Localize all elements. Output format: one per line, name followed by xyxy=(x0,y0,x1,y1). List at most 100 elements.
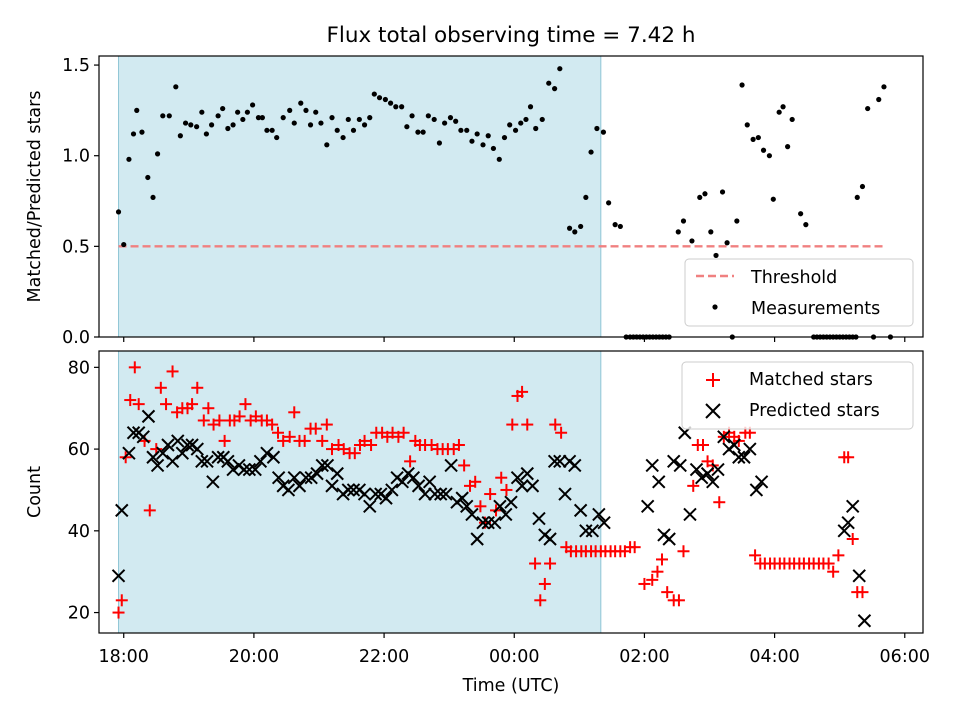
measurement-point xyxy=(436,140,443,146)
measurement-point xyxy=(121,241,127,248)
predicted-star-point xyxy=(341,483,355,497)
measurement-point xyxy=(194,124,200,130)
predicted-star-point xyxy=(260,446,274,460)
measurement-point xyxy=(458,127,464,133)
measurement-point xyxy=(376,95,383,101)
matched-star-point xyxy=(316,434,329,447)
matched-star-point xyxy=(516,385,529,398)
predicted-star-point xyxy=(206,475,220,489)
predicted-star-point xyxy=(857,614,872,628)
measurement-point xyxy=(713,252,719,259)
predicted-star-point xyxy=(418,487,432,501)
measurement-point xyxy=(130,131,137,137)
predicted-star-point xyxy=(515,479,529,493)
predicted-star-point xyxy=(841,515,855,530)
predicted-star-point xyxy=(126,426,141,440)
bottom-axes: 20 40 60 80 18:00 20:00 22:00 00:00 02:00 04:00 0… xyxy=(25,350,930,696)
predicted-star-point xyxy=(368,487,383,501)
predicted-star-point xyxy=(406,470,421,485)
predicted-star-point xyxy=(667,454,681,469)
bottom-legend: Matched stars Predicted stars xyxy=(681,361,914,430)
predicted-star-point xyxy=(717,430,731,444)
predicted-star-point xyxy=(221,454,235,469)
predicted-star-point xyxy=(737,450,751,464)
predicted-star-point xyxy=(122,446,136,460)
matched-star-point xyxy=(677,545,690,558)
predicted-star-point xyxy=(253,454,268,469)
predicted-star-point xyxy=(310,466,324,481)
measurement-point xyxy=(367,115,373,121)
x-tick-label: 02:00 xyxy=(619,647,669,667)
predicted-star-point xyxy=(180,438,195,452)
measurement-point xyxy=(789,116,795,123)
predicted-star-point xyxy=(493,499,507,514)
predicted-star-point xyxy=(465,507,479,522)
measurement-point xyxy=(552,86,558,92)
measurement-point xyxy=(115,209,122,215)
measurement-point xyxy=(235,109,241,115)
predicted-star-point xyxy=(171,434,185,448)
predicted-star-point xyxy=(428,487,442,501)
matched-star-point xyxy=(277,434,290,447)
top-legend-box xyxy=(684,258,914,327)
matched-star-point xyxy=(132,398,145,411)
measurement-point xyxy=(512,127,519,133)
matched-star-point xyxy=(469,475,482,488)
matched-star-point xyxy=(656,553,669,566)
measurement-point xyxy=(173,84,179,90)
matched-star-point xyxy=(197,414,210,427)
y-tick-label: 0.0 xyxy=(62,328,90,348)
measurement-point xyxy=(399,104,405,110)
measurement-point xyxy=(539,116,545,123)
measurement-point xyxy=(404,124,410,130)
predicted-star-point xyxy=(481,515,495,530)
legend-matched-swatch xyxy=(706,373,720,387)
measurement-point xyxy=(453,118,459,124)
measurement-point xyxy=(447,115,454,121)
measurement-point xyxy=(490,145,497,152)
measurement-point xyxy=(865,105,871,112)
predicted-star-point xyxy=(460,499,474,514)
matched-star-point xyxy=(538,577,551,590)
measurement-point xyxy=(356,116,362,123)
measurement-point xyxy=(557,66,563,72)
bottom-axes-frame xyxy=(98,350,924,634)
predicted-star-point xyxy=(281,483,296,497)
measurement-point xyxy=(259,115,265,121)
measurement-point xyxy=(527,104,534,110)
measurement-point xyxy=(329,115,335,121)
predicted-star-point xyxy=(395,475,410,489)
predicted-star-point xyxy=(136,430,150,444)
matched-star-point xyxy=(484,488,497,501)
y-tick-label: 1.5 xyxy=(62,56,90,76)
predicted-star-point xyxy=(543,532,557,546)
matched-star-point xyxy=(288,406,301,419)
matched-star-point xyxy=(233,410,246,423)
measurement-point xyxy=(393,104,399,110)
measurement-point xyxy=(606,200,612,206)
y-tick-label: 1.0 xyxy=(62,147,90,167)
observing-window-shade-top xyxy=(118,55,602,338)
measurement-point xyxy=(287,107,293,113)
measurement-point xyxy=(739,82,745,88)
y-tick-label: 0.5 xyxy=(62,237,90,257)
measurement-point xyxy=(755,134,761,141)
predicted-star-point xyxy=(732,450,746,464)
predicted-star-point xyxy=(200,454,214,469)
measurement-point xyxy=(240,116,246,123)
predicted-star-point xyxy=(226,462,240,477)
predicted-star-point xyxy=(683,507,697,522)
measurement-point xyxy=(387,100,394,106)
measurement-point xyxy=(617,223,623,230)
predicted-star-point xyxy=(547,454,562,469)
predicted-star-point xyxy=(694,470,709,485)
y-tick-label: 20 xyxy=(68,604,90,624)
measurement-point xyxy=(350,127,357,133)
matched-star-point xyxy=(298,434,311,447)
predicted-star-point xyxy=(585,524,600,538)
measurement-point xyxy=(409,113,415,119)
measurement-point xyxy=(496,156,502,162)
matched-star-point xyxy=(687,479,700,492)
measurement-point xyxy=(345,116,351,123)
